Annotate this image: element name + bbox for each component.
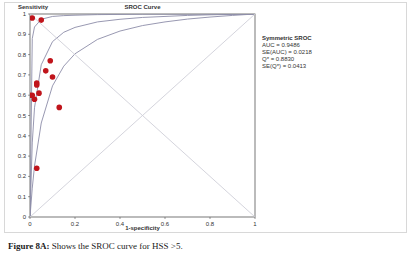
curve (30, 14, 255, 217)
data-point (56, 105, 62, 111)
annotation: SE(Q*) = 0.0413 (262, 63, 307, 69)
x-tick-label: 0.6 (161, 221, 170, 227)
y-tick (28, 95, 30, 96)
y-tick-label: 0.1 (18, 194, 27, 200)
y-tick (28, 135, 30, 136)
y-tick (28, 54, 30, 55)
data-point (47, 58, 53, 64)
x-tick (255, 217, 256, 219)
panel-border (5, 3, 407, 233)
y-tick-label: 0.3 (18, 153, 27, 159)
y-tick-label: 1 (23, 11, 27, 17)
y-tick-label: 0.8 (18, 52, 27, 58)
y-axis-label: Sensitivity (18, 4, 49, 10)
y-tick-label: 0.9 (18, 31, 27, 37)
y-tick (28, 34, 30, 35)
curve (30, 14, 255, 217)
y-tick (28, 14, 30, 15)
x-tick (165, 217, 166, 219)
y-tick-label: 0.2 (18, 173, 27, 179)
curve (30, 14, 255, 217)
curve (30, 14, 255, 217)
data-point (34, 165, 40, 171)
x-tick-label: 1 (253, 221, 257, 227)
caption-label: Figure 8A: (8, 241, 50, 251)
y-tick-label: 0.4 (18, 133, 27, 139)
x-tick (30, 217, 31, 219)
y-tick (28, 176, 30, 177)
y-tick (28, 74, 30, 75)
y-tick-label: 0.5 (18, 113, 27, 119)
data-point (32, 96, 38, 102)
y-tick-label: 0.6 (18, 92, 27, 98)
y-tick (28, 156, 30, 157)
x-tick-label: 0.8 (206, 221, 215, 227)
plot-frame (30, 14, 255, 217)
data-point (36, 90, 42, 96)
x-tick-label: 0.4 (116, 221, 125, 227)
annotation: SE(AUC) = 0.0218 (262, 49, 313, 55)
y-tick-label: 0 (23, 214, 27, 220)
x-tick (75, 217, 76, 219)
x-tick-label: 0 (28, 221, 32, 227)
x-axis-label: 1-specificity (125, 225, 160, 231)
chart-title: SROC Curve (124, 4, 161, 10)
curve (30, 14, 255, 217)
caption: Figure 8A: Shows the SROC curve for HSS … (8, 241, 183, 251)
data-point (34, 82, 40, 88)
y-tick (28, 196, 30, 197)
data-point (30, 15, 35, 21)
annotation: AUC = 0.9486 (262, 42, 301, 48)
chart-svg: 0 0.1 0.2 0.3 0.4 0.5 0.6 0.7 0.8 0.9 1 0 0.2 0.4 0.6 0… (0, 0, 412, 236)
caption-text: Shows the SROC curve for HSS >5. (52, 241, 183, 251)
x-tick (120, 217, 121, 219)
annotation: Q* = 0.8830 (262, 56, 295, 62)
x-tick-label: 0.2 (71, 221, 80, 227)
chart-container: 0 0.1 0.2 0.3 0.4 0.5 0.6 0.7 0.8 0.9 1 0 0.2 0.4 0.6 0… (0, 0, 412, 240)
data-point (38, 17, 44, 23)
data-point (50, 74, 56, 80)
y-tick (28, 115, 30, 116)
annotation: Symmetric SROC (262, 35, 312, 41)
x-tick (210, 217, 211, 219)
plot-area (30, 14, 255, 217)
y-tick-label: 0.7 (18, 72, 27, 78)
data-point (43, 68, 49, 74)
